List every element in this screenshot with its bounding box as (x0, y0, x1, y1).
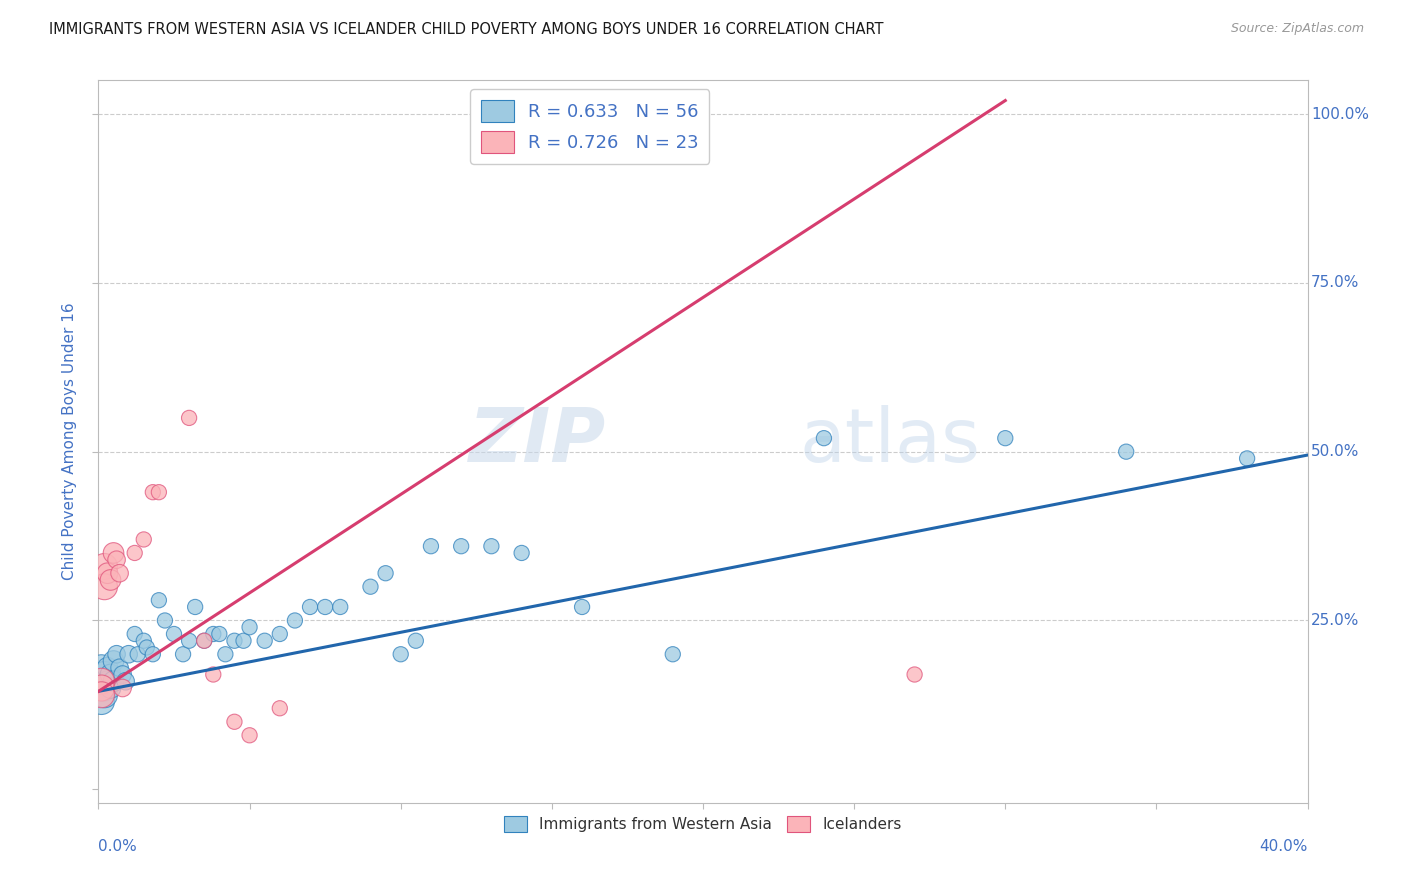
Point (360, 580, 382, 594)
Point (184, 599, 207, 614)
Point (481, 539, 503, 553)
Point (90, 694, 112, 708)
Point (405, 633, 427, 648)
Text: IMMIGRANTS FROM WESTERN ASIA VS ICELANDER CHILD POVERTY AMONG BOYS UNDER 16 CORR: IMMIGRANTS FROM WESTERN ASIA VS ICELANDE… (49, 22, 884, 37)
Point (96, 674, 118, 689)
Point (314, 599, 336, 614)
Point (214, 647, 236, 661)
Text: Source: ZipAtlas.com: Source: ZipAtlas.com (1230, 22, 1364, 36)
Point (374, 566, 396, 581)
Point (1115, 444, 1137, 458)
Text: 50.0%: 50.0% (1312, 444, 1360, 459)
Point (135, 640, 157, 655)
Point (93, 681, 115, 695)
Point (90, 661, 112, 675)
Point (111, 681, 134, 695)
Point (329, 599, 352, 614)
Legend: Immigrants from Western Asia, Icelanders: Immigrants from Western Asia, Icelanders (498, 810, 908, 838)
Text: 75.0%: 75.0% (1312, 276, 1360, 291)
Point (813, 431, 835, 445)
Point (202, 627, 225, 641)
Point (269, 701, 291, 715)
Point (540, 107, 562, 121)
Point (100, 667, 122, 681)
Point (232, 633, 254, 648)
Point (90, 674, 112, 689)
Point (90, 674, 112, 689)
Point (571, 599, 593, 614)
Point (148, 485, 170, 500)
Point (93, 667, 115, 681)
Point (172, 647, 194, 661)
Point (661, 647, 683, 661)
Point (420, 539, 443, 553)
Point (284, 614, 307, 628)
Point (299, 599, 322, 614)
Point (510, 546, 533, 560)
Point (253, 633, 276, 648)
Point (163, 627, 186, 641)
Point (208, 627, 231, 641)
Point (124, 627, 146, 641)
Point (994, 431, 1017, 445)
Text: 0.0%: 0.0% (98, 838, 138, 854)
Point (202, 667, 225, 681)
Point (269, 627, 291, 641)
Point (114, 674, 136, 689)
Point (100, 681, 122, 695)
Point (90, 681, 112, 695)
Point (132, 633, 155, 648)
Text: 100.0%: 100.0% (1312, 106, 1369, 121)
Point (224, 714, 246, 729)
Point (118, 647, 141, 661)
Point (142, 485, 165, 500)
Point (105, 552, 128, 566)
Point (224, 633, 246, 648)
Point (148, 593, 170, 607)
Point (239, 620, 262, 634)
Point (93, 559, 115, 574)
Point (90, 681, 112, 695)
Point (179, 633, 201, 648)
Point (239, 728, 262, 742)
Text: 25.0%: 25.0% (1312, 613, 1360, 628)
Point (193, 633, 215, 648)
Point (450, 539, 472, 553)
Point (132, 533, 155, 547)
Point (93, 674, 115, 689)
Point (100, 573, 122, 587)
Point (96, 661, 118, 675)
Point (108, 566, 131, 581)
Y-axis label: Child Poverty Among Boys Under 16: Child Poverty Among Boys Under 16 (62, 302, 77, 581)
Text: 40.0%: 40.0% (1260, 838, 1308, 854)
Point (103, 654, 125, 668)
Point (179, 411, 201, 425)
Point (103, 546, 125, 560)
Point (127, 647, 149, 661)
Point (142, 647, 165, 661)
Point (193, 633, 215, 648)
Text: atlas: atlas (800, 405, 981, 478)
Point (904, 667, 927, 681)
Point (108, 661, 131, 675)
Point (153, 614, 176, 628)
Point (93, 580, 115, 594)
Point (389, 647, 412, 661)
Point (124, 546, 146, 560)
Point (96, 566, 118, 581)
Point (90, 688, 112, 702)
Point (93, 688, 115, 702)
Text: ZIP: ZIP (470, 405, 606, 478)
Point (105, 647, 128, 661)
Point (111, 667, 134, 681)
Point (1236, 451, 1258, 466)
Point (103, 674, 125, 689)
